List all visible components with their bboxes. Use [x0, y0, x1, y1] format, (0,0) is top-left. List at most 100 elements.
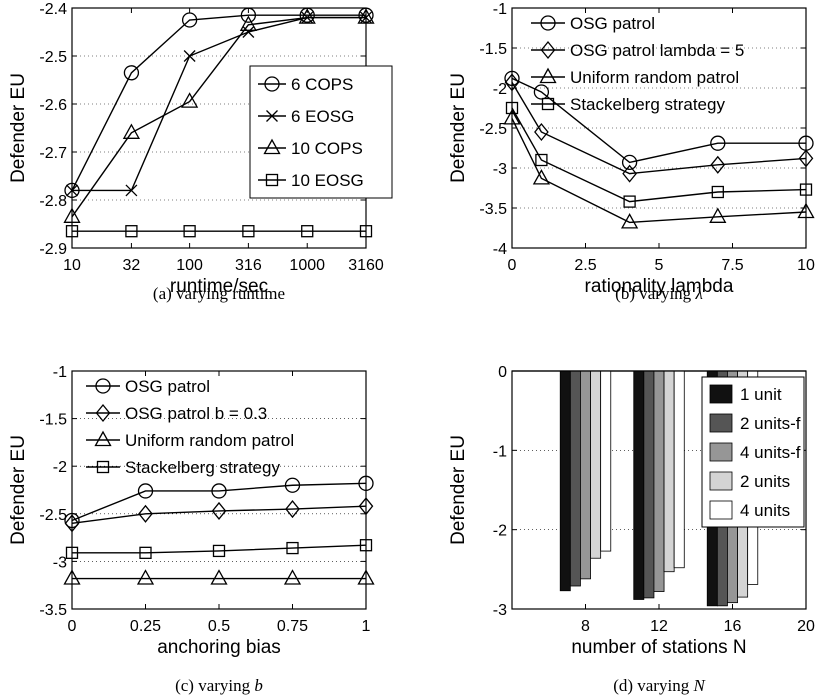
bar	[569, 370, 581, 587]
x-tick-label: 0	[68, 618, 77, 635]
x-tick-label: 8	[581, 618, 590, 635]
data-point	[64, 512, 80, 529]
y-tick-label: 0	[498, 364, 507, 381]
data-point	[210, 569, 228, 585]
data-point	[63, 207, 81, 223]
series-line-1	[71, 505, 367, 525]
data-point	[138, 504, 153, 523]
y-tick-label: -2.5	[39, 49, 67, 66]
y-tick-label: -3.5	[39, 602, 67, 619]
data-point	[136, 569, 155, 585]
x-tick-label: 10	[63, 257, 81, 274]
legend-label: 6 COPS	[291, 75, 353, 94]
legend-label: 4 units-f	[740, 443, 801, 462]
data-point	[623, 195, 636, 208]
data-point	[211, 483, 227, 499]
legend-box	[249, 65, 393, 199]
legend-label: Stackelberg strategy	[570, 95, 725, 114]
data-point	[65, 546, 79, 559]
legend-marker	[266, 110, 278, 122]
data-point	[358, 497, 374, 516]
legend-swatch	[709, 471, 733, 491]
data-point	[621, 154, 638, 171]
y-tick-label: -1	[493, 443, 507, 460]
y-tick-label: -2.5	[39, 507, 67, 524]
y-axis-label: Defender EU	[8, 73, 29, 183]
data-point	[359, 225, 373, 238]
data-point	[798, 149, 814, 168]
data-point	[183, 50, 196, 62]
data-point	[242, 26, 255, 38]
y-axis-label: Defender EU	[8, 435, 29, 545]
data-point	[63, 569, 81, 585]
legend-label: Stackelberg strategy	[125, 458, 280, 477]
panel-caption: (b) varying λ	[615, 284, 703, 303]
legend-swatch	[709, 442, 733, 462]
x-tick-label: 32	[123, 257, 141, 274]
data-point	[535, 153, 548, 167]
x-tick-label: 1	[362, 618, 371, 635]
series-line-0	[71, 482, 367, 522]
bar	[663, 370, 675, 573]
legend-label: OSG patrol	[570, 14, 655, 33]
x-axis-label: rationality lambda	[585, 276, 734, 297]
legend-label: Uniform random patrol	[570, 68, 739, 87]
y-axis-label: Defender EU	[448, 435, 469, 545]
chart-panel-d: -3 -2 -1 0 8 12 16 20 number of stations N Defend…	[448, 364, 815, 695]
data-point	[122, 123, 141, 139]
data-point	[239, 15, 257, 31]
series-line-2	[511, 118, 807, 224]
legend-label: OSG patrol b = 0.3	[125, 404, 267, 423]
legend-swatch	[709, 413, 733, 433]
data-point	[299, 7, 315, 23]
y-tick-label: -2.4	[39, 1, 67, 18]
bar	[653, 370, 665, 592]
y-tick-label: -1	[53, 364, 67, 381]
legend-marker	[265, 173, 279, 187]
data-point	[183, 225, 196, 238]
data-point	[211, 501, 227, 520]
data-point	[503, 109, 521, 125]
data-point	[504, 73, 520, 92]
y-tick-label: -2.5	[479, 121, 507, 138]
y-tick-label: -3	[493, 161, 507, 178]
y-axis-label: Defender EU	[448, 73, 469, 183]
legend-label: Uniform random patrol	[125, 431, 294, 450]
legend-marker	[94, 430, 112, 447]
x-tick-label: 2.5	[574, 257, 596, 274]
data-point	[286, 541, 299, 555]
legend-marker	[96, 460, 110, 474]
data-point	[358, 475, 374, 491]
data-point	[125, 184, 138, 197]
panel-caption: (c) varying b	[175, 676, 263, 695]
y-tick-label: -2.9	[39, 241, 67, 258]
chart-panel-c: -3.5 -3 -2.5 -2 -1.5 -1 0 0.25 0.5 0.75 1 anchoring…	[8, 364, 375, 695]
data-point	[240, 7, 257, 23]
series-line-2	[71, 16, 366, 218]
data-point	[504, 70, 520, 87]
y-tick-label: -2	[493, 81, 507, 98]
data-point	[65, 225, 79, 238]
data-point	[709, 207, 727, 223]
legend-marker	[539, 67, 557, 84]
legend-label: 6 EOSG	[291, 107, 354, 126]
data-point	[125, 225, 138, 238]
x-tick-label: 12	[650, 618, 668, 635]
data-point	[534, 122, 549, 142]
x-tick-label: 20	[797, 618, 815, 635]
bar	[600, 370, 612, 552]
y-tick-label: -1	[493, 1, 507, 18]
x-tick-label: 10	[797, 257, 815, 274]
data-point	[710, 155, 726, 174]
legend-marker	[541, 97, 555, 111]
data-point	[532, 169, 551, 185]
legend-label: OSG patrol	[125, 377, 210, 396]
x-tick-label: 1000	[289, 257, 325, 274]
x-axis-label: runtime/sec	[170, 276, 268, 297]
y-tick-label: -2.7	[39, 145, 67, 162]
y-tick-label: -4	[493, 241, 507, 258]
x-tick-label: 316	[235, 257, 262, 274]
data-point	[710, 135, 726, 151]
legend: OSG patrol OSG patrol b = 0.3 Uniform rand…	[86, 377, 294, 477]
